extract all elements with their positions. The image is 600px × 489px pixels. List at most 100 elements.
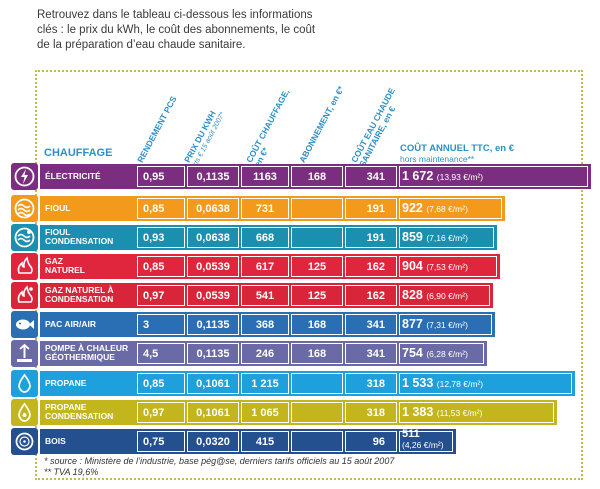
cell-border-eau xyxy=(345,402,397,423)
cell-border-prix xyxy=(187,343,239,364)
row-label: GAZ NATUREL xyxy=(45,257,85,275)
cell-border-rendement xyxy=(137,343,185,364)
cell-border-abonnement xyxy=(291,431,343,452)
propane-condensation-icon xyxy=(11,399,38,426)
row-label: GAZ NATUREL À CONDENSATION xyxy=(45,286,114,304)
cost-per-m2: (13,93 €/m²) xyxy=(436,172,484,182)
row-label-line-2: CONDENSATION xyxy=(45,294,114,304)
row-label: PROPANE CONDENSATION xyxy=(45,403,113,421)
cost-per-m2: (7,31 €/m²) xyxy=(426,320,468,330)
lightning-icon xyxy=(11,163,38,190)
row-bar xyxy=(40,225,497,250)
cell-eau: 96 xyxy=(372,436,385,448)
table-row: POMPE À CHALEUR GÉOTHERMIQUE 4,5 0,1135 246 1… xyxy=(11,340,487,367)
cell-border-eau xyxy=(345,373,397,394)
cost-total: 511 xyxy=(402,428,420,440)
cell-eau: 162 xyxy=(366,261,385,273)
geothermal-icon xyxy=(11,340,38,367)
cell-chauffage: 617 xyxy=(255,261,275,273)
cell-rendement: 3 xyxy=(143,319,150,331)
row-bar xyxy=(40,283,493,308)
table-row: ÉLECTRICITÉ 0,95 0,1135 1163 168 341 1 672 (13… xyxy=(11,163,591,190)
cell-border-prix xyxy=(187,256,239,277)
cell-border-rendement xyxy=(137,256,185,277)
row-label-line-1: ÉLECTRICITÉ xyxy=(45,171,101,181)
cell-cost: 1 533 (12,78 €/m²) xyxy=(402,376,483,390)
cell-eau: 318 xyxy=(366,378,385,390)
cell-border-rendement xyxy=(137,373,185,394)
cell-eau: 318 xyxy=(366,407,385,419)
propane-drop-icon xyxy=(11,370,38,397)
cell-chauffage: 246 xyxy=(255,348,275,360)
cell-chauffage: 368 xyxy=(255,319,275,331)
cell-border-eau xyxy=(345,343,397,364)
cost-per-m2: (7,53 €/m²) xyxy=(426,262,468,272)
cost-total: 1 672 xyxy=(402,169,434,183)
cost-total: 754 xyxy=(402,346,423,360)
row-bar xyxy=(40,371,575,396)
row-label: FIOUL CONDENSATION xyxy=(45,228,113,246)
row-label: ÉLECTRICITÉ xyxy=(45,172,101,181)
row-label-line-1: PAC AIR/AIR xyxy=(45,319,96,329)
cell-border-rendement xyxy=(137,198,185,219)
row-label-line-1: POMPE À CHALEUR xyxy=(45,343,129,353)
cell-chauffage: 668 xyxy=(255,232,275,244)
cell-border-eau xyxy=(345,166,397,187)
cell-border-rendement xyxy=(137,314,185,335)
row-label: PROPANE xyxy=(45,379,86,388)
cell-prix: 0,1135 xyxy=(196,171,230,183)
cell-border-cost xyxy=(399,314,492,335)
cell-chauffage: 1163 xyxy=(253,171,277,183)
cell-border-chauffage xyxy=(241,227,289,248)
cell-border-chauffage xyxy=(241,373,289,394)
cell-cost: 511 (4,26 €/m²) xyxy=(402,429,444,451)
cell-rendement: 0,85 xyxy=(143,203,165,215)
cost-per-m2: (11,53 €/m²) xyxy=(436,408,483,418)
cell-border-prix xyxy=(187,227,239,248)
cell-border-abonnement xyxy=(291,285,343,306)
cell-border-cost xyxy=(399,402,554,423)
cell-prix: 0,0638 xyxy=(196,232,230,244)
gas-flame-icon xyxy=(11,253,38,280)
cell-border-chauffage xyxy=(241,402,289,423)
cell-border-rendement xyxy=(137,431,185,452)
table-row: FIOUL CONDENSATION 0,93 0,0638 668 191 859 (7,… xyxy=(11,224,497,251)
cell-border-cost xyxy=(399,198,502,219)
cell-rendement: 0,85 xyxy=(143,261,165,273)
cell-cost: 877 (7,31 €/m²) xyxy=(402,317,468,331)
cost-per-m2: (12,78 €/m²) xyxy=(436,379,484,389)
oil-waves-icon xyxy=(11,195,38,222)
cell-border-eau xyxy=(345,256,397,277)
cell-border-eau xyxy=(345,431,397,452)
row-bar xyxy=(40,254,500,279)
cell-chauffage: 731 xyxy=(255,203,275,215)
cost-total: 828 xyxy=(402,288,423,302)
cell-border-chauffage xyxy=(241,314,289,335)
cell-border-abonnement xyxy=(291,402,343,423)
cell-border-cost xyxy=(399,373,572,394)
wood-log-icon xyxy=(11,428,38,455)
cell-border-cost xyxy=(399,256,497,277)
section-title: CHAUFFAGE xyxy=(44,147,113,159)
row-bar xyxy=(40,429,456,454)
cell-chauffage: 1 215 xyxy=(251,378,279,390)
cell-cost: 1 672 (13,93 €/m²) xyxy=(402,169,483,183)
cell-rendement: 0,97 xyxy=(143,290,165,302)
cell-border-cost xyxy=(399,343,484,364)
cell-eau: 341 xyxy=(366,171,385,183)
cost-total: 1 383 xyxy=(402,405,434,419)
row-label-line-2: GÉOTHERMIQUE xyxy=(45,352,115,362)
cell-prix: 0,1135 xyxy=(196,319,230,331)
cell-border-prix xyxy=(187,373,239,394)
row-label-line-1: PROPANE xyxy=(45,402,87,412)
table-row: BOIS 0,75 0,0320 415 96 511 (4,26 €/m²) xyxy=(11,428,456,455)
cell-rendement: 0,85 xyxy=(143,378,165,390)
cell-border-abonnement xyxy=(291,343,343,364)
row-label: FIOUL xyxy=(45,204,71,213)
cell-border-prix xyxy=(187,198,239,219)
cell-border-chauffage xyxy=(241,431,289,452)
intro-line-2: clés : le prix du kWh, le coût des abonn… xyxy=(37,24,316,36)
row-bar xyxy=(40,312,495,337)
cell-border-cost xyxy=(399,227,494,248)
cell-prix: 0,1135 xyxy=(196,348,230,360)
